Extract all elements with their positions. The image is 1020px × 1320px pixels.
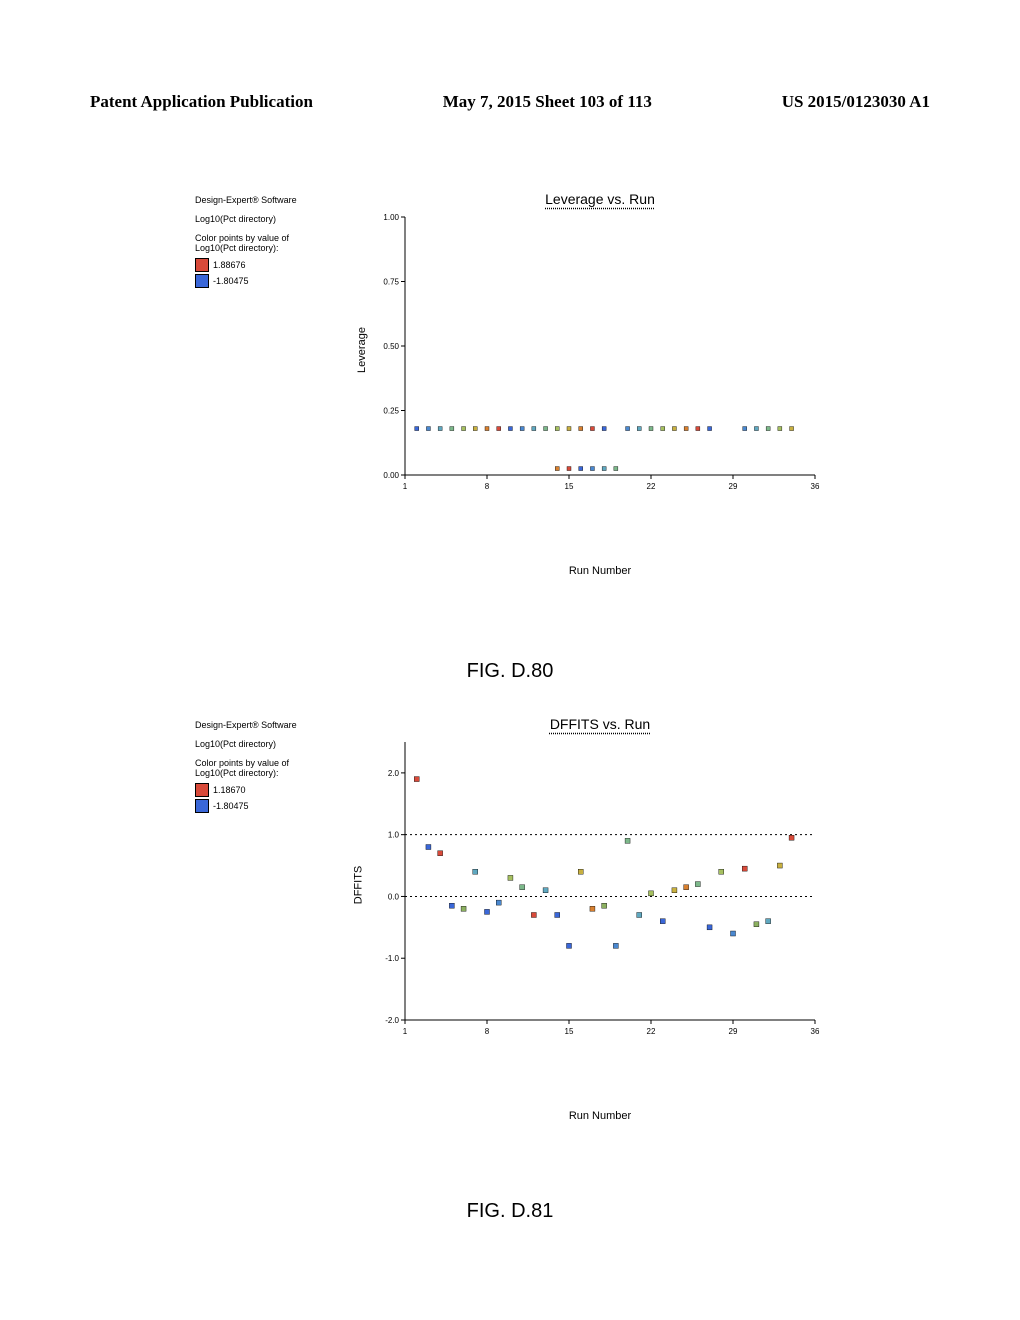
legend-min-val-2: -1.80475 <box>213 801 249 812</box>
legend-max-row-2: 1.18670 <box>195 783 335 797</box>
swatch-max-icon <box>195 258 209 272</box>
svg-text:0.0: 0.0 <box>388 892 400 901</box>
legend-response-2: Log10(Pct directory) <box>195 739 335 750</box>
svg-text:0.25: 0.25 <box>383 407 399 416</box>
header-publication: Patent Application Publication <box>90 92 313 112</box>
figure-d81: Design-Expert® Software Log10(Pct direct… <box>195 720 855 1160</box>
svg-text:36: 36 <box>811 1027 820 1036</box>
svg-text:22: 22 <box>647 482 656 491</box>
header-patent-number: US 2015/0123030 A1 <box>782 92 930 112</box>
svg-text:29: 29 <box>729 482 738 491</box>
legend-colorlabel-2: Color points by value of Log10(Pct direc… <box>195 758 335 780</box>
svg-text:1: 1 <box>403 1027 408 1036</box>
chart-title-d81: DFFITS vs. Run <box>375 716 825 732</box>
swatch-max-icon-2 <box>195 783 209 797</box>
figure-d80: Design-Expert® Software Log10(Pct direct… <box>195 195 855 625</box>
svg-text:29: 29 <box>729 1027 738 1036</box>
legend-min-row: -1.80475 <box>195 274 335 288</box>
legend-d81: Design-Expert® Software Log10(Pct direct… <box>195 720 335 815</box>
chart-title-d80: Leverage vs. Run <box>375 191 825 207</box>
plot-d80: Leverage vs. Run Leverage 0.000.250.500.… <box>375 195 825 505</box>
caption-d80: FIG. D.80 <box>0 660 1020 683</box>
svg-text:0.75: 0.75 <box>383 278 399 287</box>
svg-text:15: 15 <box>565 1027 574 1036</box>
plot-d81: DFFITS vs. Run DFFITS -2.0-1.00.01.02.01… <box>375 720 825 1050</box>
page-header: Patent Application Publication May 7, 20… <box>90 92 930 112</box>
svg-text:1.0: 1.0 <box>388 831 400 840</box>
swatch-min-icon <box>195 274 209 288</box>
svg-text:1: 1 <box>403 482 408 491</box>
svg-text:1.00: 1.00 <box>383 213 399 222</box>
svg-text:8: 8 <box>485 482 490 491</box>
svg-text:-2.0: -2.0 <box>385 1016 399 1025</box>
swatch-min-icon-2 <box>195 799 209 813</box>
legend-max-val: 1.88676 <box>213 260 246 271</box>
legend-min-row-2: -1.80475 <box>195 799 335 813</box>
svg-text:0.00: 0.00 <box>383 471 399 480</box>
x-label-d81: Run Number <box>375 1110 825 1122</box>
y-label-d80: Leverage <box>356 327 368 373</box>
svg-text:0.50: 0.50 <box>383 342 399 351</box>
legend-min-val: -1.80475 <box>213 276 249 287</box>
svg-text:8: 8 <box>485 1027 490 1036</box>
legend-d80: Design-Expert® Software Log10(Pct direct… <box>195 195 335 290</box>
legend-colorlabel: Color points by value of Log10(Pct direc… <box>195 233 335 255</box>
legend-max-row: 1.88676 <box>195 258 335 272</box>
caption-d81: FIG. D.81 <box>0 1200 1020 1223</box>
legend-software-2: Design-Expert® Software <box>195 720 335 731</box>
svg-text:22: 22 <box>647 1027 656 1036</box>
legend-max-val-2: 1.18670 <box>213 785 246 796</box>
svg-text:-1.0: -1.0 <box>385 954 399 963</box>
chart-svg-d80: 0.00 0.25 0.50 0.75 1.00 1 8 15 22 29 36 <box>375 195 825 505</box>
svg-text:36: 36 <box>811 482 820 491</box>
legend-software: Design-Expert® Software <box>195 195 335 206</box>
y-label-d81: DFFITS <box>352 866 364 905</box>
x-label-d80: Run Number <box>375 565 825 577</box>
legend-response: Log10(Pct directory) <box>195 214 335 225</box>
svg-text:2.0: 2.0 <box>388 769 400 778</box>
header-date-sheet: May 7, 2015 Sheet 103 of 113 <box>443 92 652 112</box>
svg-text:15: 15 <box>565 482 574 491</box>
chart-svg-d81: -2.0 -1.0 0.0 1.0 2.0 1 8 15 22 29 36 <box>375 720 825 1050</box>
